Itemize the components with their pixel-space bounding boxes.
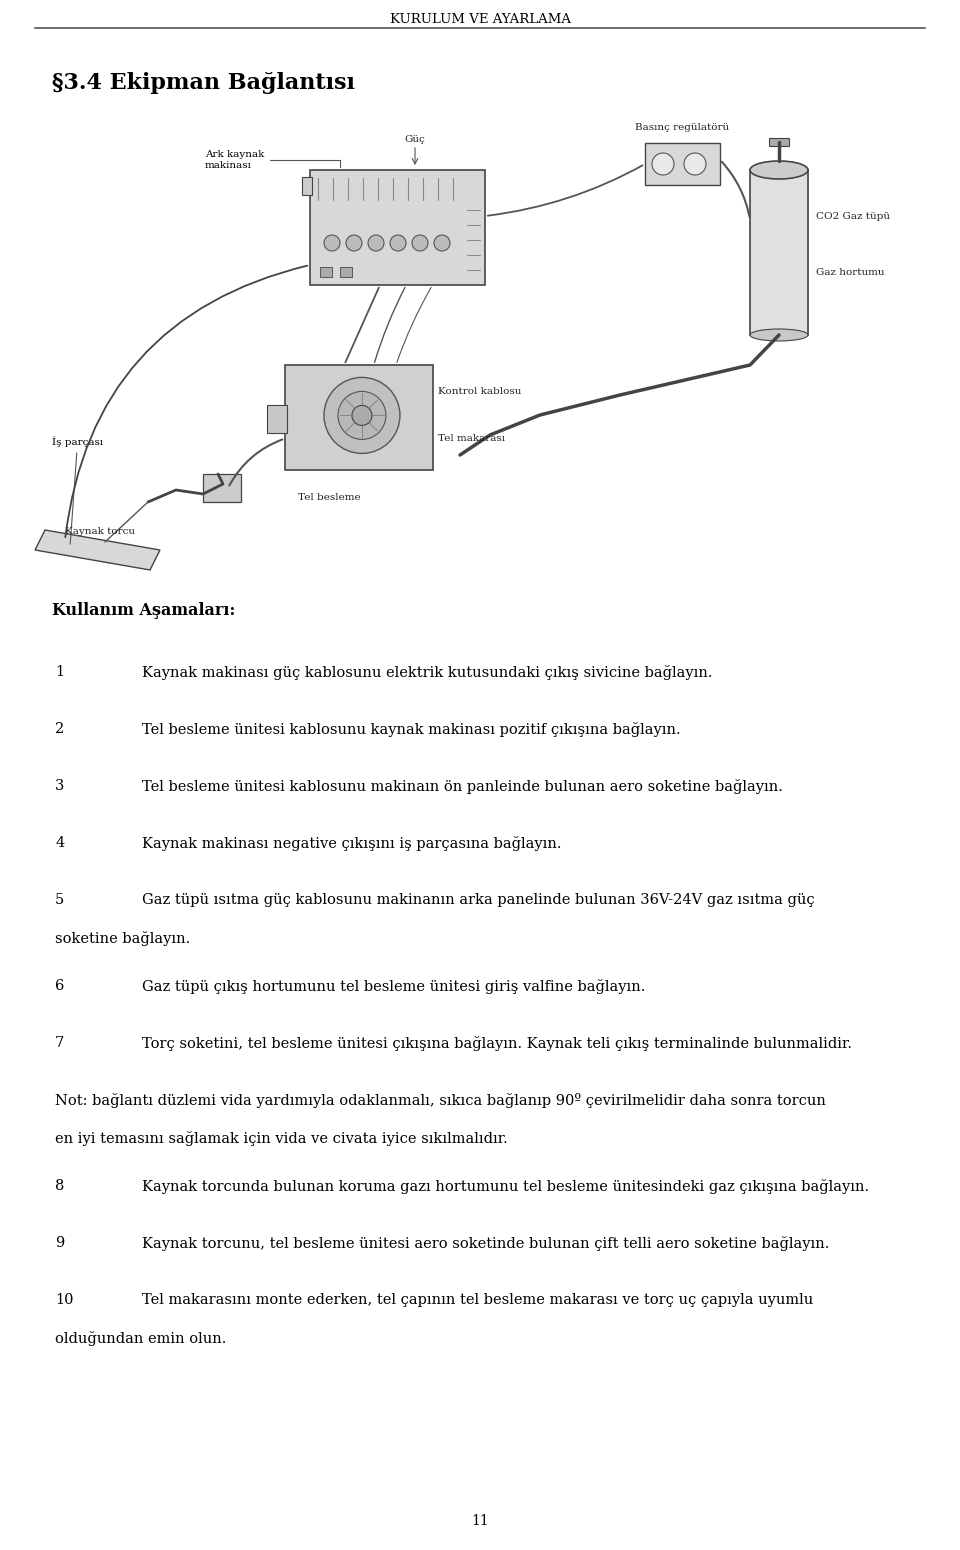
Bar: [750, 170, 808, 335]
Text: Ark kaynak
makinası: Ark kaynak makinası: [205, 150, 340, 169]
Circle shape: [390, 236, 406, 251]
Text: Kaynak makinası negative çıkışını iş parçasına bağlayın.: Kaynak makinası negative çıkışını iş par…: [142, 835, 562, 851]
Ellipse shape: [750, 161, 808, 178]
Text: Torç soketini, tel besleme ünitesi çıkışına bağlayın. Kaynak teli çıkış terminal: Torç soketini, tel besleme ünitesi çıkış…: [142, 1035, 852, 1051]
Text: Gaz tüpü çıkış hortumunu tel besleme ünitesi giriş valfine bağlayın.: Gaz tüpü çıkış hortumunu tel besleme üni…: [142, 980, 645, 994]
Text: 8: 8: [55, 1180, 64, 1194]
Text: Gaz tüpü ısıtma güç kablosunu makinanın arka panelinde bulunan 36V-24V gaz ısıtm: Gaz tüpü ısıtma güç kablosunu makinanın …: [142, 893, 815, 907]
Text: Kaynak torcunda bulunan koruma gazı hortumunu tel besleme ünitesindeki gaz çıkış: Kaynak torcunda bulunan koruma gazı hort…: [142, 1180, 869, 1194]
Text: CO2 Gaz tüpü: CO2 Gaz tüpü: [816, 212, 890, 220]
Ellipse shape: [750, 329, 808, 341]
Text: 7: 7: [55, 1035, 64, 1049]
Text: Tel besleme ünitesi kablosunu makinaın ön panleinde bulunan aero soketine bağlay: Tel besleme ünitesi kablosunu makinaın ö…: [142, 780, 782, 794]
Circle shape: [352, 406, 372, 425]
Text: Gaz hortumu: Gaz hortumu: [816, 268, 884, 277]
Circle shape: [434, 236, 450, 251]
Bar: [285, 364, 433, 470]
Circle shape: [368, 236, 384, 251]
Bar: [310, 170, 485, 285]
Text: Tel besleme: Tel besleme: [299, 493, 361, 502]
Circle shape: [412, 236, 428, 251]
Text: 5: 5: [55, 893, 64, 907]
Text: Kullanım Aşamaları:: Kullanım Aşamaları:: [52, 601, 235, 618]
Circle shape: [684, 153, 706, 175]
Text: 3: 3: [55, 780, 64, 794]
Text: Kontrol kablosu: Kontrol kablosu: [438, 388, 521, 395]
Circle shape: [338, 392, 386, 439]
Text: soketine bağlayın.: soketine bağlayın.: [55, 932, 190, 946]
Text: 10: 10: [55, 1293, 74, 1307]
Text: Not: bağlantı düzlemi vida yardımıyla odaklanmalı, sıkıca bağlanıp 90º çevirilme: Not: bağlantı düzlemi vida yardımıyla od…: [55, 1093, 826, 1108]
Text: Basınç regülatörü: Basınç regülatörü: [636, 122, 730, 132]
Text: Tel makarası: Tel makarası: [438, 434, 505, 443]
Circle shape: [324, 236, 340, 251]
Text: §3.4 Ekipman Bağlantısı: §3.4 Ekipman Bağlantısı: [52, 71, 355, 95]
Text: olduğundan emin olun.: olduğundan emin olun.: [55, 1331, 227, 1345]
Circle shape: [346, 236, 362, 251]
Bar: [645, 143, 720, 184]
Text: 1: 1: [55, 665, 64, 679]
Bar: [203, 474, 241, 502]
Text: Güç: Güç: [404, 135, 425, 144]
Bar: [340, 267, 352, 277]
Text: 4: 4: [55, 835, 64, 849]
Text: 2: 2: [55, 722, 64, 736]
Text: Kaynak torcunu, tel besleme ünitesi aero soketinde bulunan çift telli aero soket: Kaynak torcunu, tel besleme ünitesi aero…: [142, 1235, 829, 1251]
Bar: [769, 138, 789, 146]
Text: Kaynak makinası güç kablosunu elektrik kutusundaki çıkış sivicine bağlayın.: Kaynak makinası güç kablosunu elektrik k…: [142, 665, 712, 680]
Text: 6: 6: [55, 980, 64, 994]
Circle shape: [652, 153, 674, 175]
Polygon shape: [35, 530, 160, 570]
Text: Kaynak torcu: Kaynak torcu: [65, 527, 135, 536]
Text: Tel makarasını monte ederken, tel çapının tel besleme makarası ve torç uç çapıyl: Tel makarasını monte ederken, tel çapını…: [142, 1293, 813, 1307]
Text: KURULUM VE AYARLAMA: KURULUM VE AYARLAMA: [390, 12, 570, 26]
Bar: [267, 405, 287, 434]
Text: en iyi temasını sağlamak için vida ve civata iyice sıkılmalıdır.: en iyi temasını sağlamak için vida ve ci…: [55, 1132, 508, 1145]
Text: İş parçası: İş parçası: [52, 437, 103, 544]
Bar: [320, 267, 332, 277]
Circle shape: [324, 377, 400, 454]
Text: 11: 11: [471, 1514, 489, 1528]
Bar: [302, 177, 312, 195]
Text: 9: 9: [55, 1235, 64, 1249]
Text: Tel besleme ünitesi kablosunu kaynak makinası pozitif çıkışına bağlayın.: Tel besleme ünitesi kablosunu kaynak mak…: [142, 722, 681, 736]
